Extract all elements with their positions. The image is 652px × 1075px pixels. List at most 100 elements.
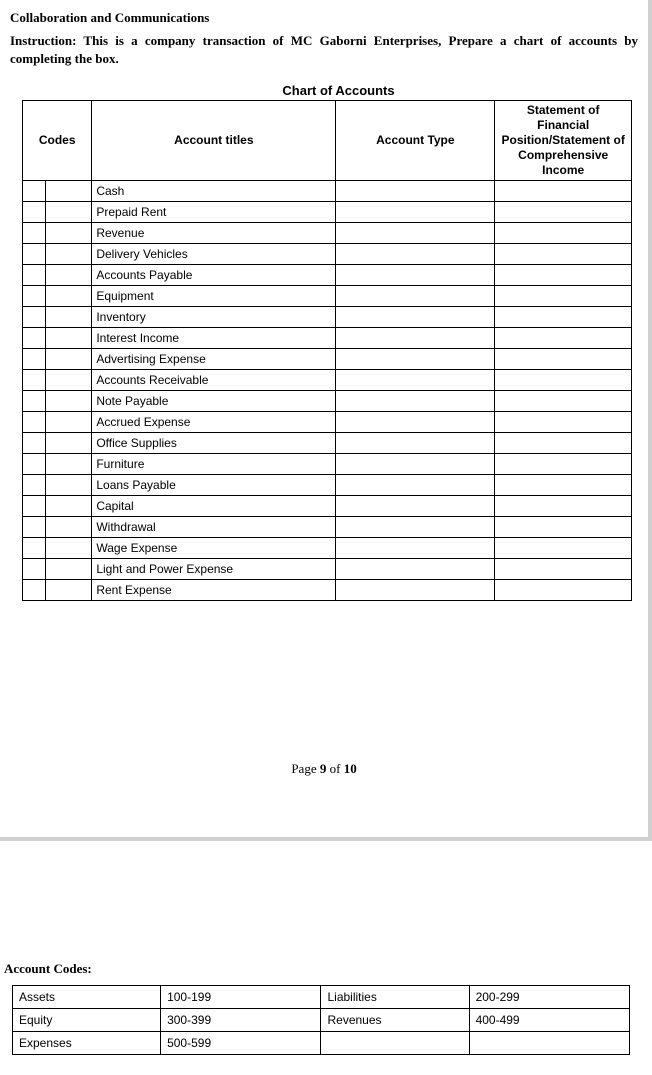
account-type-cell [336, 223, 495, 244]
codes-range-cell: 500-599 [161, 1032, 321, 1055]
code-cell [46, 517, 92, 538]
table-row: Advertising Expense [23, 349, 632, 370]
table-row: Cash [23, 181, 632, 202]
table-row: Note Payable [23, 391, 632, 412]
codes-range-cell [469, 1032, 629, 1055]
code-cell [46, 328, 92, 349]
statement-cell [495, 223, 632, 244]
codes-cat-cell: Revenues [321, 1009, 469, 1032]
account-codes-heading: Account Codes: [4, 961, 642, 977]
account-title-cell: Revenue [92, 223, 336, 244]
statement-cell [495, 349, 632, 370]
account-title-cell: Accounts Receivable [92, 370, 336, 391]
page-bottom: Account Codes: Assets100-199Liabilities2… [0, 961, 652, 1075]
table-row: Accounts Payable [23, 265, 632, 286]
code-narrow-cell [23, 328, 46, 349]
account-type-cell [336, 370, 495, 391]
code-narrow-cell [23, 244, 46, 265]
codes-range-cell: 300-399 [161, 1009, 321, 1032]
table-row: Delivery Vehicles [23, 244, 632, 265]
statement-l1: Statement of Financial [527, 103, 600, 132]
account-title-cell: Interest Income [92, 328, 336, 349]
chart-of-accounts-wrap: Chart of Accounts Codes Account titles A… [22, 81, 632, 601]
account-title-cell: Withdrawal [92, 517, 336, 538]
statement-cell [495, 391, 632, 412]
statement-cell [495, 370, 632, 391]
code-cell [46, 181, 92, 202]
page-number: Page 9 of 10 [10, 761, 638, 777]
code-cell [46, 454, 92, 475]
account-codes-table: Assets100-199Liabilities200-299Equity300… [12, 985, 630, 1055]
account-title-cell: Capital [92, 496, 336, 517]
account-title-cell: Prepaid Rent [92, 202, 336, 223]
code-narrow-cell [23, 559, 46, 580]
statement-cell [495, 433, 632, 454]
account-type-cell [336, 517, 495, 538]
account-title-cell: Cash [92, 181, 336, 202]
code-cell [46, 412, 92, 433]
code-cell [46, 391, 92, 412]
account-type-cell [336, 265, 495, 286]
col-header-codes: Codes [23, 101, 92, 181]
statement-cell [495, 559, 632, 580]
account-title-cell: Rent Expense [92, 580, 336, 601]
codes-range-cell: 400-499 [469, 1009, 629, 1032]
account-type-cell [336, 307, 495, 328]
code-cell [46, 349, 92, 370]
account-title-cell: Furniture [92, 454, 336, 475]
account-title-cell: Equipment [92, 286, 336, 307]
table-row: Interest Income [23, 328, 632, 349]
account-type-cell [336, 538, 495, 559]
code-narrow-cell [23, 433, 46, 454]
codes-range-cell: 100-199 [161, 986, 321, 1009]
instruction-text: Instruction: This is a company transacti… [10, 32, 638, 67]
code-narrow-cell [23, 517, 46, 538]
code-cell [46, 265, 92, 286]
account-type-cell [336, 475, 495, 496]
code-cell [46, 202, 92, 223]
table-row: Office Supplies [23, 433, 632, 454]
code-cell [46, 307, 92, 328]
statement-cell [495, 265, 632, 286]
account-title-cell: Inventory [92, 307, 336, 328]
table-row: Accrued Expense [23, 412, 632, 433]
code-narrow-cell [23, 475, 46, 496]
table-row: Revenue [23, 223, 632, 244]
account-type-cell [336, 496, 495, 517]
table-row: Equipment [23, 286, 632, 307]
code-narrow-cell [23, 412, 46, 433]
code-narrow-cell [23, 202, 46, 223]
statement-cell [495, 475, 632, 496]
codes-cat-cell: Expenses [13, 1032, 161, 1055]
account-type-cell [336, 286, 495, 307]
account-type-cell [336, 202, 495, 223]
account-title-cell: Wage Expense [92, 538, 336, 559]
table-row: Inventory [23, 307, 632, 328]
table-row: Expenses500-599 [13, 1032, 630, 1055]
account-title-cell: Accounts Payable [92, 265, 336, 286]
statement-cell [495, 496, 632, 517]
code-narrow-cell [23, 265, 46, 286]
account-type-cell [336, 349, 495, 370]
code-narrow-cell [23, 391, 46, 412]
account-type-cell [336, 391, 495, 412]
code-narrow-cell [23, 538, 46, 559]
code-cell [46, 370, 92, 391]
section-title: Collaboration and Communications [10, 10, 638, 26]
statement-cell [495, 244, 632, 265]
code-cell [46, 580, 92, 601]
table-row: Prepaid Rent [23, 202, 632, 223]
table-row: Equity300-399Revenues400-499 [13, 1009, 630, 1032]
codes-cat-cell [321, 1032, 469, 1055]
statement-cell [495, 328, 632, 349]
page-mid: of [326, 761, 343, 776]
code-cell [46, 538, 92, 559]
codes-cat-cell: Equity [13, 1009, 161, 1032]
table-row: Wage Expense [23, 538, 632, 559]
col-header-titles: Account titles [92, 101, 336, 181]
table-row: Assets100-199Liabilities200-299 [13, 986, 630, 1009]
code-cell [46, 433, 92, 454]
statement-cell [495, 517, 632, 538]
code-cell [46, 496, 92, 517]
account-type-cell [336, 454, 495, 475]
